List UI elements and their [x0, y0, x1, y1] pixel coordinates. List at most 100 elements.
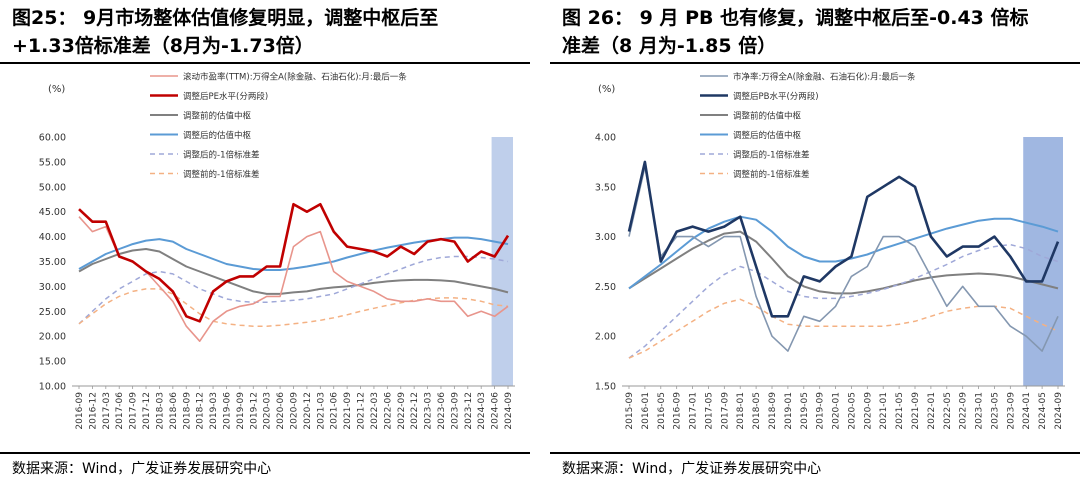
bottom-divider	[0, 452, 530, 454]
y-tick-label: 55.00	[39, 157, 66, 168]
y-tick-label: 40.00	[39, 232, 66, 243]
x-tick-label: 2016-09	[673, 392, 683, 430]
series-line-3	[628, 230, 1059, 295]
x-tick-label: 2017-12	[142, 392, 152, 430]
x-tick-label: 2021-05	[895, 392, 905, 430]
x-tick-label: 2022-09	[959, 392, 969, 430]
y-tick-label: 45.00	[39, 207, 66, 218]
y-tick-label: 50.00	[39, 182, 66, 193]
x-tick-label: 2017-09	[129, 392, 139, 430]
x-tick-label: 2023-12	[464, 392, 474, 430]
figure-26-panel: 图 26： 9 月 PB 也有修复，调整中枢后至-0.43 倍标 准差（8 月为…	[550, 0, 1080, 490]
y-tick-label: 10.00	[39, 382, 66, 393]
x-tick-label: 2023-09	[450, 392, 460, 430]
x-tick-label: 2021-06	[330, 392, 340, 430]
x-tick-label: 2024-05	[1038, 392, 1048, 430]
x-tick-label: 2022-12	[410, 392, 420, 430]
x-tick-label: 2022-03	[370, 392, 380, 430]
x-tick-label: 2020-06	[276, 392, 286, 430]
x-tick-label: 2018-01	[736, 392, 746, 430]
x-tick-label: 2018-12	[196, 392, 206, 430]
x-tick-label: 2022-05	[943, 392, 953, 430]
x-tick-label: 2021-01	[879, 392, 889, 430]
legend-label: 调整后的-1倍标准差	[183, 150, 259, 161]
legend-label: 调整后PE水平(分两段)	[183, 91, 268, 102]
x-tick-label: 2017-09	[720, 392, 730, 430]
x-tick-label: 2020-01	[832, 392, 842, 430]
series-line-1	[78, 216, 509, 343]
y-unit-label: (%)	[598, 84, 615, 95]
x-tick-label: 2016-05	[657, 392, 667, 430]
x-tick-label: 2023-05	[990, 392, 1000, 430]
x-tick-label: 2024-06	[491, 392, 501, 430]
legend-label: 市净率:万得全A(除金融、石油石化):月:最后一条	[733, 72, 916, 83]
x-tick-label: 2022-01	[927, 392, 937, 430]
figure-25-panel: 图25： 9月市场整体估值修复明显，调整中枢后至 +1.33倍标准差（8月为-1…	[0, 0, 530, 490]
x-tick-label: 2023-06	[437, 392, 447, 430]
figure-25-title: 图25： 9月市场整体估值修复明显，调整中枢后至 +1.33倍标准差（8月为-1…	[12, 4, 522, 60]
x-tick-label: 2020-09	[863, 392, 873, 430]
series-line-6	[78, 288, 509, 327]
x-tick-label: 2019-01	[784, 392, 794, 430]
x-tick-label: 2019-09	[236, 392, 246, 430]
x-tick-label: 2016-01	[641, 392, 651, 430]
series-line-6	[628, 298, 1059, 359]
x-tick-label: 2018-05	[752, 392, 762, 430]
figure-26-title-line2: 准差（8 月为-1.85 倍）	[562, 35, 777, 57]
series-line-2	[78, 202, 510, 323]
x-tick-label: 2023-01	[975, 392, 985, 430]
x-tick-label: 2017-05	[704, 392, 714, 430]
top-divider	[550, 62, 1080, 64]
x-tick-label: 2018-09	[768, 392, 778, 430]
x-tick-label: 2020-05	[847, 392, 857, 430]
series-line-5	[78, 255, 509, 325]
x-tick-label: 2020-09	[290, 392, 300, 430]
x-tick-label: 2022-06	[383, 392, 393, 430]
figure-26-title: 图 26： 9 月 PB 也有修复，调整中枢后至-0.43 倍标 准差（8 月为…	[562, 4, 1072, 60]
legend-label: 调整后的-1倍标准差	[733, 150, 809, 161]
x-tick-label: 2019-03	[209, 392, 219, 430]
y-tick-label: 3.50	[595, 182, 616, 193]
series-line-3	[78, 248, 509, 295]
x-tick-label: 2019-12	[249, 392, 259, 430]
source-note: 数据来源：Wind，广发证券发展研究中心	[12, 461, 272, 477]
pb-valuation-chart: (%) 1.50 2.00 2.50 3.00 3.50 4.00 2015-09 2016-0…	[595, 72, 1065, 430]
x-tick-label: 2021-09	[911, 392, 921, 430]
figure-26-title-line1: 图 26： 9 月 PB 也有修复，调整中枢后至-0.43 倍标	[562, 7, 1029, 29]
top-divider	[0, 62, 530, 64]
x-tick-label: 2020-03	[263, 392, 273, 430]
y-unit-label: (%)	[48, 84, 65, 95]
x-tick-label: 2023-09	[1006, 392, 1016, 430]
x-tick-label: 2017-01	[689, 392, 699, 430]
x-tick-label: 2024-09	[504, 392, 514, 430]
x-tick-label: 2018-09	[182, 392, 192, 430]
y-tick-label: 30.00	[39, 282, 66, 293]
x-tick-label: 2022-09	[397, 392, 407, 430]
x-tick-label: 2016-09	[75, 392, 85, 430]
y-tick-label: 4.00	[595, 133, 616, 144]
y-tick-label: 2.00	[595, 332, 616, 343]
x-tick-label: 2021-09	[343, 392, 353, 430]
x-tick-label: 2024-01	[1022, 392, 1032, 430]
y-tick-label: 2.50	[595, 282, 616, 293]
legend-label: 滚动市盈率(TTM):万得全A(除金融、石油石化):月:最后一条	[183, 72, 407, 83]
source-note: 数据来源：Wind，广发证券发展研究中心	[562, 461, 822, 477]
legend-label: 调整后PB水平(分两段)	[733, 91, 819, 102]
x-tick-label: 2019-05	[800, 392, 810, 430]
x-tick-label: 2017-03	[102, 392, 112, 430]
figure-25-title-line1: 图25： 9月市场整体估值修复明显，调整中枢后至	[12, 7, 439, 29]
y-tick-label: 35.00	[39, 257, 66, 268]
legend-label: 调整前的估值中枢	[733, 111, 802, 122]
x-tick-label: 2020-12	[303, 392, 313, 430]
x-tick-label: 2018-06	[169, 392, 179, 430]
y-tick-label: 1.50	[595, 382, 616, 393]
x-tick-label: 2017-06	[115, 392, 125, 430]
legend-label: 调整前的-1倍标准差	[183, 169, 259, 180]
bottom-divider	[550, 452, 1080, 454]
x-tick-label: 2024-03	[477, 392, 487, 430]
x-tick-label: 2016-12	[88, 392, 98, 430]
x-tick-label: 2015-09	[625, 392, 635, 430]
x-tick-label: 2018-03	[155, 392, 165, 430]
series-line-4	[78, 236, 509, 271]
series-line-1	[628, 166, 1059, 352]
